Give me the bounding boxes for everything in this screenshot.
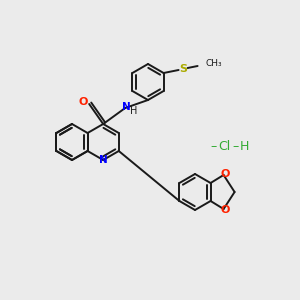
Text: H: H xyxy=(240,140,249,154)
Text: –: – xyxy=(210,140,216,154)
Text: S: S xyxy=(180,64,188,74)
Text: O: O xyxy=(221,205,230,215)
Text: CH₃: CH₃ xyxy=(206,59,222,68)
Text: H: H xyxy=(130,106,138,116)
Text: –: – xyxy=(232,140,238,154)
Text: N: N xyxy=(99,155,108,165)
Text: O: O xyxy=(79,97,88,107)
Text: Cl: Cl xyxy=(218,140,230,154)
Text: N: N xyxy=(122,102,130,112)
Text: O: O xyxy=(221,169,230,179)
